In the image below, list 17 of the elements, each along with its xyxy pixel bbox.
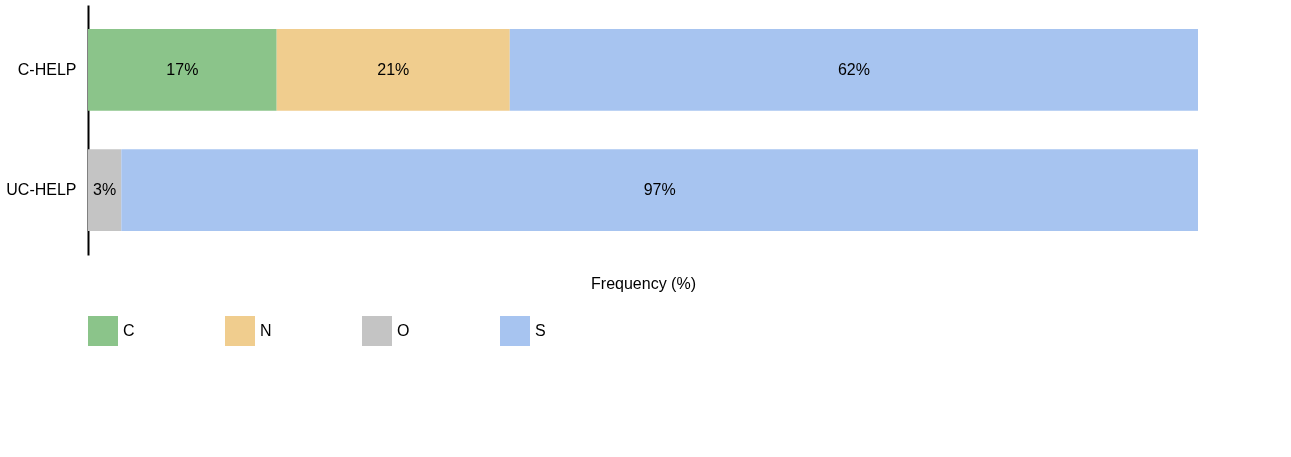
data-label: 21% (377, 60, 410, 78)
legend-label: C (123, 322, 135, 339)
data-label: 17% (166, 60, 199, 78)
bar (276, 29, 510, 111)
bar (88, 149, 122, 231)
bar (509, 29, 1198, 111)
legend-label: S (535, 322, 546, 339)
y-tick-label: UC-HELP (6, 181, 77, 199)
data-label: 62% (837, 60, 870, 78)
data-label: 3% (93, 181, 117, 199)
bar (121, 149, 1198, 231)
x-axis-title: Frequency (%) (591, 274, 696, 292)
legend-label: N (260, 322, 272, 339)
legend-label: O (397, 322, 410, 339)
data-label: 97% (643, 181, 676, 199)
bar (88, 29, 277, 111)
y-tick-label: C-HELP (17, 60, 77, 78)
